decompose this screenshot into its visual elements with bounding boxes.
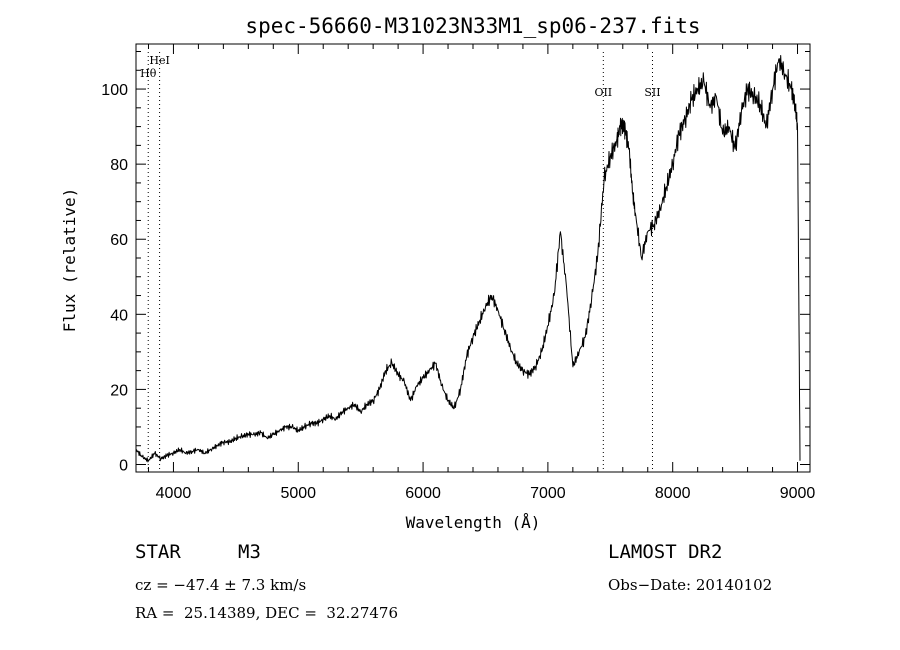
y-tick-label: 80	[110, 157, 128, 174]
x-tick-label: 9000	[780, 485, 816, 502]
annotation-label: Hθ	[140, 67, 157, 80]
y-tick-label: 60	[110, 232, 128, 249]
x-axis-label: Wavelength (Å)	[406, 513, 541, 532]
y-tick-label: 20	[110, 382, 128, 399]
object-type: STAR	[135, 541, 181, 563]
plot-frame	[135, 43, 811, 473]
y-tick-label: 0	[119, 457, 128, 474]
x-tick-label: 8000	[655, 485, 691, 502]
axis-ticks: 4000 5000 6000 7000 8000 9000 0 20 40 60 80 100	[101, 44, 815, 502]
x-tick-label: 7000	[530, 485, 566, 502]
x-tick-label: 6000	[405, 485, 441, 502]
annotation-label: OII	[594, 86, 612, 99]
annotation-label: HeI	[149, 54, 169, 67]
chart-title: spec-56660-M31023N33M1_sp06-237.fits	[245, 14, 700, 38]
x-tick-label: 4000	[156, 485, 192, 502]
survey-name: LAMOST DR2	[608, 541, 723, 563]
obs-date-text: Obs−Date: 20140102	[608, 576, 773, 594]
y-tick-label: 100	[101, 82, 128, 99]
y-tick-label: 40	[110, 307, 128, 324]
y-axis-label: Flux (relative)	[60, 188, 79, 333]
coordinates-text: RA = 25.14389, DEC = 32.27476	[135, 604, 399, 622]
annotation-label: SII	[644, 86, 660, 99]
spectrum-line	[135, 55, 801, 463]
series-group	[135, 55, 801, 463]
object-subclass: M3	[238, 541, 261, 563]
redshift-text: cz = −47.4 ± 7.3 km/s	[135, 576, 307, 594]
x-tick-label: 5000	[280, 485, 316, 502]
